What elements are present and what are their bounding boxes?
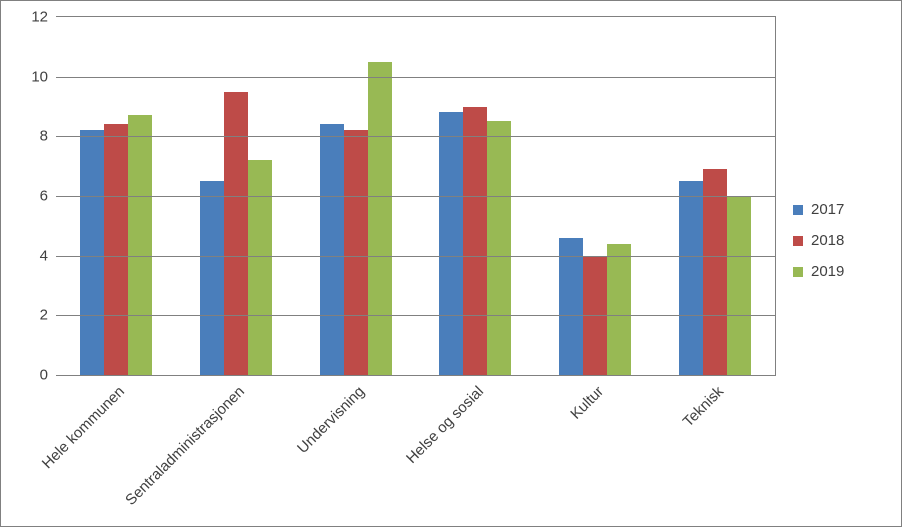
legend: 2017 2018 2019 [793,201,844,294]
x-tick-label: Helse og sosial [403,383,487,467]
bar [80,130,104,375]
legend-item: 2017 [793,201,844,218]
y-tick-label: 2 [40,307,48,324]
bar [368,62,392,375]
legend-label: 2019 [811,263,844,280]
x-tick-label: Kultur [568,383,608,423]
bar [200,181,224,375]
gridline [56,196,775,197]
x-tick-label: Hele kommunen [39,383,128,472]
x-axis-labels: Hele kommunenSentraladministrasjonenUnde… [56,383,776,513]
bar [248,160,272,375]
legend-swatch [793,236,803,246]
legend-label: 2017 [811,201,844,218]
gridline [56,136,775,137]
x-tick-label: Undervisning [294,383,368,457]
bar [703,169,727,375]
y-tick-label: 8 [40,128,48,145]
bar [727,196,751,375]
x-tick-label: Sentraladministrasjonen [122,383,248,509]
gridline [56,77,775,78]
gridline [56,256,775,257]
y-tick-label: 6 [40,188,48,205]
bar [439,112,463,375]
bar [104,124,128,375]
legend-swatch [793,267,803,277]
legend-item: 2019 [793,263,844,280]
legend-label: 2018 [811,232,844,249]
bar [607,244,631,375]
bar [487,121,511,375]
y-tick-label: 10 [31,68,48,85]
bar [679,181,703,375]
bar [128,115,152,375]
x-tick-label: Teknisk [680,383,727,430]
bar [320,124,344,375]
legend-item: 2018 [793,232,844,249]
gridline [56,315,775,316]
plot-area: 024681012 [56,16,776,376]
y-tick-label: 12 [31,9,48,26]
bar [344,130,368,375]
legend-swatch [793,205,803,215]
bar [224,92,248,375]
y-tick-label: 0 [40,367,48,384]
y-tick-label: 4 [40,247,48,264]
bar [463,107,487,376]
bar [559,238,583,375]
chart-frame: 024681012 Hele kommunenSentraladministra… [0,0,902,527]
